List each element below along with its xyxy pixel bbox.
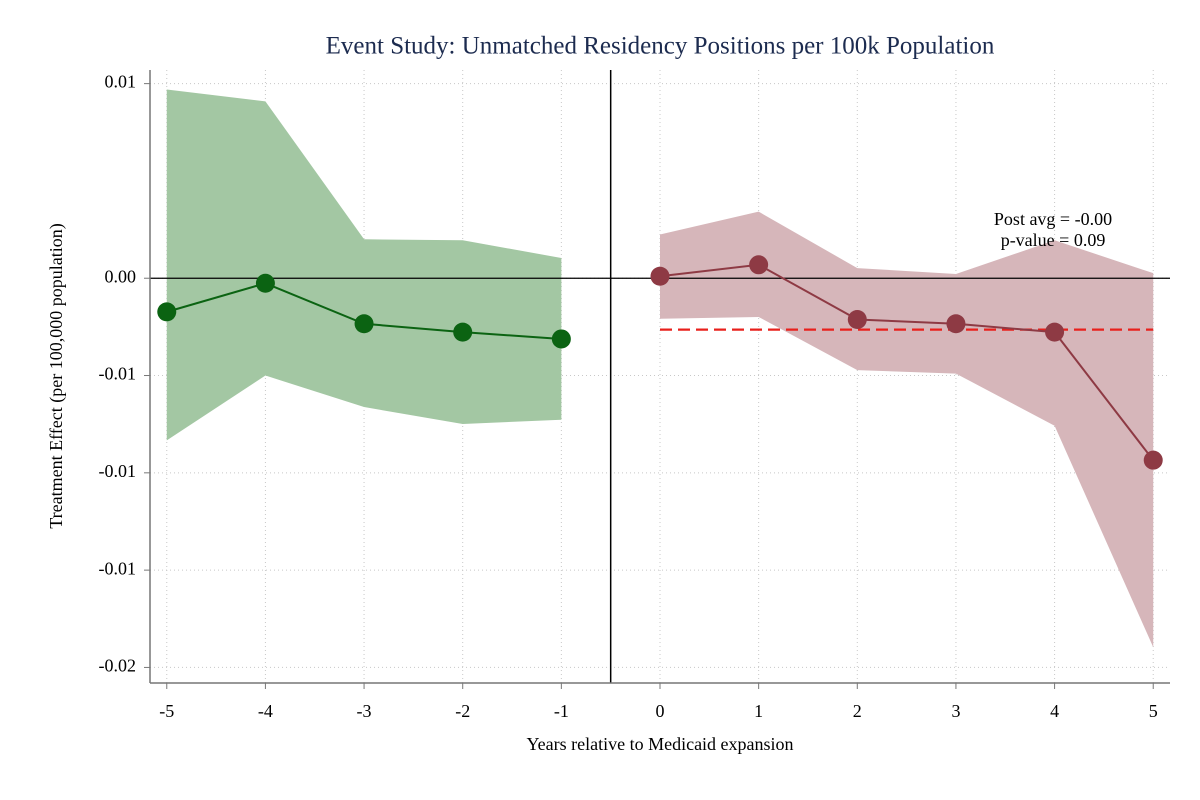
point: [157, 302, 177, 322]
y-tick-label: 0.01: [105, 72, 137, 92]
y-tick-label: 0.00: [105, 266, 137, 286]
y-tick-label: -0.02: [99, 656, 137, 676]
chart-title: Event Study: Unmatched Residency Positio…: [326, 33, 995, 60]
y-tick-label: -0.01: [99, 364, 137, 384]
x-axis-label: Years relative to Medicaid expansion: [526, 734, 793, 754]
x-tick-label: -1: [554, 701, 569, 721]
x-tick-label: 5: [1149, 701, 1158, 721]
point: [1143, 450, 1163, 470]
annotation: Post avg = -0.00: [994, 209, 1112, 229]
point: [650, 266, 670, 286]
series-line: [659, 263, 1155, 461]
x-tick-label: 0: [656, 701, 665, 721]
x-tick-label: 3: [951, 701, 960, 721]
point: [453, 322, 473, 342]
x-tick-label: -3: [357, 701, 372, 721]
x-tick-label: -2: [455, 701, 470, 721]
confidence-band: [166, 89, 562, 441]
x-tick-label: -4: [258, 701, 273, 721]
y-axis-label: Treatment Effect (per 100,000 population…: [46, 223, 67, 528]
point: [551, 329, 571, 349]
x-tick-label: 4: [1050, 701, 1059, 721]
point: [255, 273, 275, 293]
annotation: p-value = 0.09: [1001, 230, 1106, 250]
confidence-band: [660, 211, 1154, 648]
x-tick-label: 2: [853, 701, 862, 721]
point: [946, 314, 966, 334]
point: [749, 255, 769, 275]
point: [1045, 322, 1065, 342]
x-tick-label: 1: [754, 701, 763, 721]
y-tick-label: -0.01: [99, 461, 137, 481]
point: [847, 309, 867, 329]
point: [354, 314, 374, 334]
y-tick-label: -0.01: [99, 558, 137, 578]
x-tick-label: -5: [159, 701, 174, 721]
